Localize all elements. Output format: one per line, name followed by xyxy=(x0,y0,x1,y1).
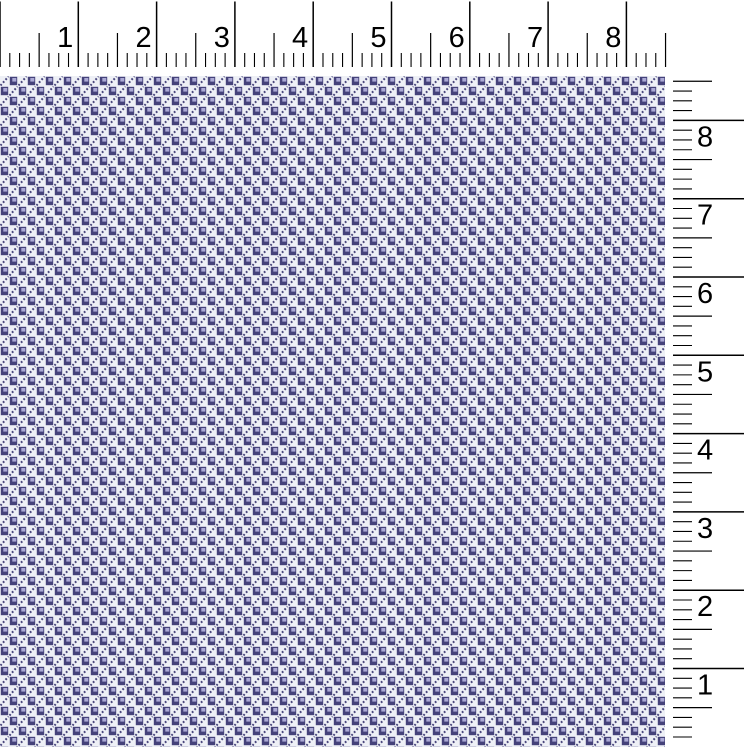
svg-text:3: 3 xyxy=(697,513,713,545)
svg-text:4: 4 xyxy=(697,435,713,467)
svg-text:1: 1 xyxy=(57,22,73,54)
svg-text:7: 7 xyxy=(697,200,713,232)
svg-text:7: 7 xyxy=(527,22,543,54)
svg-text:8: 8 xyxy=(697,121,713,153)
svg-text:4: 4 xyxy=(292,22,308,54)
svg-text:3: 3 xyxy=(214,22,230,54)
svg-text:2: 2 xyxy=(697,591,713,623)
svg-text:5: 5 xyxy=(370,22,386,54)
svg-text:6: 6 xyxy=(449,22,465,54)
svg-text:5: 5 xyxy=(697,356,713,388)
svg-text:2: 2 xyxy=(135,22,151,54)
svg-text:8: 8 xyxy=(605,22,621,54)
svg-text:1: 1 xyxy=(697,670,713,702)
svg-text:6: 6 xyxy=(697,278,713,310)
